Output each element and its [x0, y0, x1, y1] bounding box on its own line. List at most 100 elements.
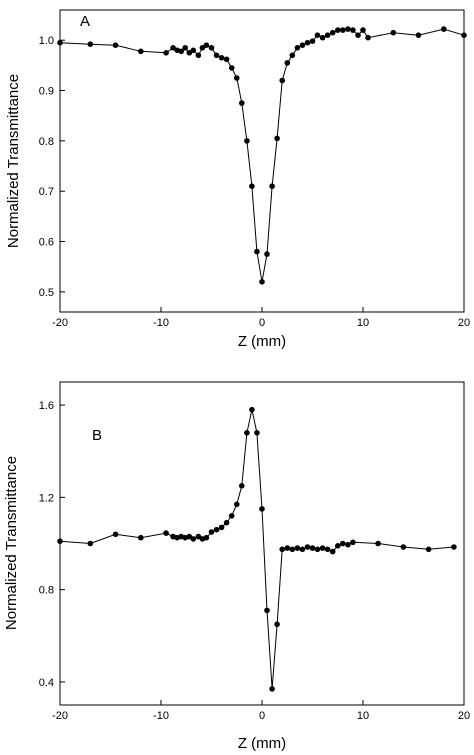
x-tick-label: -10 — [153, 317, 169, 329]
data-point — [259, 506, 265, 512]
data-point — [365, 34, 371, 41]
y-tick-label: 0.9 — [39, 86, 54, 98]
data-point — [218, 524, 225, 531]
data-point — [350, 27, 356, 33]
data-point — [195, 52, 202, 59]
y-tick-label: 0.8 — [39, 136, 54, 148]
data-point — [208, 529, 215, 535]
data-point — [228, 65, 235, 71]
data-point — [57, 538, 63, 544]
data-point — [259, 279, 265, 285]
x-tick-label: -20 — [52, 710, 68, 722]
series-line — [59, 409, 454, 689]
data-point — [329, 548, 336, 555]
data-point — [249, 183, 255, 189]
data-point — [390, 29, 397, 36]
y-axis-label: Normalized Transmittance — [5, 74, 22, 248]
y-tick-label: 1.0 — [39, 35, 54, 47]
y-tick-label: 0.5 — [39, 287, 54, 299]
data-point — [190, 47, 197, 54]
x-axis-label: Z (mm) — [238, 735, 286, 752]
data-series — [57, 26, 467, 285]
data-point — [138, 534, 144, 541]
data-point — [309, 545, 316, 551]
data-point — [314, 32, 321, 38]
series-line — [59, 28, 465, 282]
data-point — [345, 26, 351, 32]
data-point — [57, 39, 63, 46]
data-point — [249, 406, 255, 413]
data-point — [451, 544, 457, 550]
y-tick-label: 1.2 — [39, 492, 54, 504]
data-point — [264, 607, 270, 614]
data-series — [57, 406, 457, 692]
data-point — [309, 38, 316, 44]
data-point — [223, 519, 230, 526]
data-point — [289, 546, 296, 553]
data-point — [299, 42, 306, 48]
data-point — [239, 100, 245, 106]
data-point — [375, 540, 381, 547]
x-axis-label: Z (mm) — [238, 333, 286, 350]
data-point — [304, 544, 311, 550]
data-point — [199, 45, 206, 51]
panel-a: A Z (mm) Normalized Transmittance -20 -10… — [5, 9, 470, 350]
data-point — [340, 27, 346, 33]
data-point — [182, 45, 188, 51]
x-tick-label: -10 — [153, 710, 169, 722]
data-point — [304, 39, 311, 46]
axis-ticks: -20 -10 0 10 20 0.4 0.8 1.2 1.6 — [39, 400, 470, 722]
x-tick-label: -20 — [52, 317, 68, 329]
data-point — [415, 32, 422, 38]
data-point — [213, 52, 220, 59]
data-point — [461, 32, 467, 38]
x-tick-label: 20 — [458, 710, 470, 722]
data-point — [254, 430, 260, 436]
data-point — [254, 248, 260, 255]
data-point — [299, 546, 306, 553]
x-tick-label: 0 — [259, 710, 265, 722]
data-point — [324, 546, 331, 553]
y-tick-label: 0.4 — [39, 677, 54, 689]
data-point — [234, 75, 240, 81]
data-point — [269, 183, 275, 189]
data-point — [234, 501, 240, 508]
data-point — [294, 545, 301, 551]
x-tick-label: 10 — [357, 317, 369, 329]
plot-frame — [59, 381, 465, 706]
data-point — [279, 77, 286, 84]
data-point — [269, 686, 275, 692]
data-point — [244, 430, 250, 436]
data-point — [319, 34, 326, 41]
data-point — [163, 50, 169, 56]
data-point — [87, 540, 94, 547]
x-tick-label: 10 — [357, 710, 369, 722]
data-point — [345, 541, 351, 548]
data-point — [350, 539, 356, 546]
data-point — [314, 546, 321, 553]
data-point — [112, 42, 119, 48]
data-point — [186, 50, 193, 56]
data-point — [335, 543, 341, 549]
data-point — [178, 48, 184, 55]
y-tick-label: 0.8 — [39, 585, 54, 597]
data-point — [319, 545, 326, 551]
panel-label: A — [80, 13, 90, 30]
data-point — [441, 26, 447, 32]
data-point — [228, 513, 235, 519]
panel-label: B — [92, 427, 102, 444]
y-tick-label: 0.6 — [39, 237, 54, 249]
data-point — [138, 48, 144, 55]
x-tick-label: 20 — [458, 317, 470, 329]
data-point — [218, 55, 225, 61]
data-point — [289, 52, 296, 59]
data-point — [355, 32, 361, 38]
data-point — [112, 531, 119, 538]
data-point — [264, 251, 270, 257]
data-point — [163, 530, 169, 536]
data-point — [208, 45, 215, 51]
data-point — [203, 42, 210, 48]
data-point — [279, 546, 286, 553]
plot-frame — [59, 9, 465, 313]
